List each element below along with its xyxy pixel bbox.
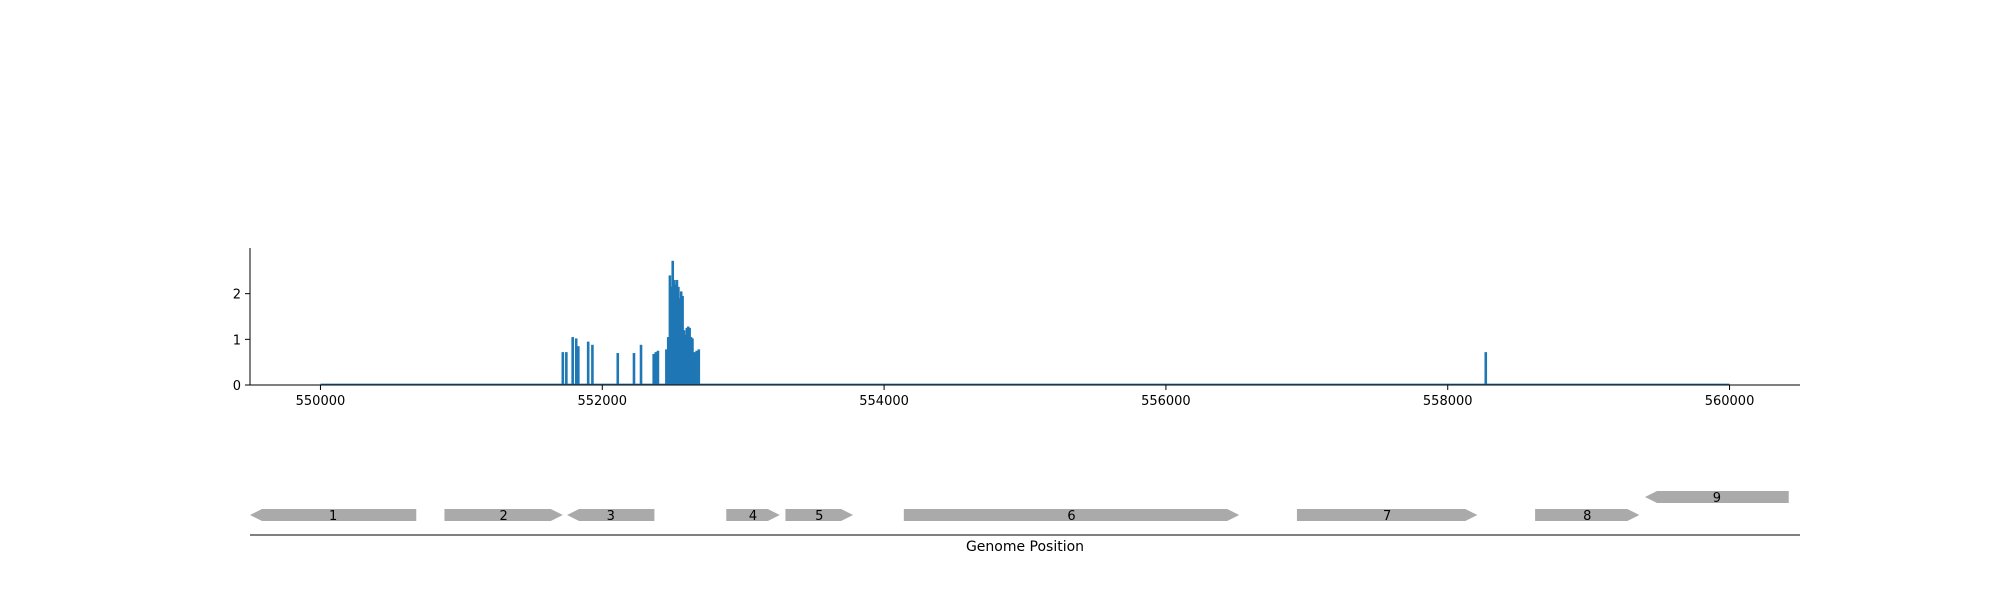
- gene-arrow: [1535, 509, 1640, 521]
- gene-label: 6: [1067, 509, 1075, 524]
- gene-label: 3: [607, 509, 615, 524]
- coverage-bar: [574, 338, 578, 385]
- x-axis-ticks: 550000 552000 554000 556000 558000 560000: [296, 385, 1755, 409]
- coverage-bar: [678, 298, 682, 385]
- y-tick-label: 0: [233, 379, 241, 394]
- x-tick-label: 556000: [1141, 394, 1191, 409]
- gene-arrow: [1296, 509, 1478, 521]
- gene-label: 7: [1383, 509, 1391, 524]
- x-tick-label: 550000: [296, 394, 346, 409]
- coverage-bar: [586, 341, 590, 385]
- coverage-bar: [616, 353, 620, 385]
- coverage-bar: [682, 330, 686, 385]
- y-axis-ticks: 0 1 2: [233, 288, 250, 394]
- coverage-bar: [668, 275, 672, 385]
- gene-label: 5: [815, 509, 823, 524]
- x-tick-label: 558000: [1423, 394, 1473, 409]
- y-tick-label: 2: [233, 288, 241, 303]
- gene-4: 4: [726, 509, 780, 524]
- coverage-bar: [697, 349, 701, 385]
- coverage-bar: [679, 291, 683, 385]
- gene-arrow: [1645, 491, 1789, 503]
- coverage-bar: [689, 337, 693, 385]
- gene-label: 8: [1583, 509, 1591, 524]
- coverage-bar: [695, 350, 698, 385]
- gene-arrow: [444, 509, 563, 521]
- gene-1: 1: [250, 509, 417, 524]
- gene-8: 8: [1535, 509, 1640, 524]
- coverage-bar: [652, 353, 655, 385]
- gene-label: 9: [1713, 491, 1721, 506]
- gene-3: 3: [567, 509, 655, 524]
- gene-arrow: [567, 509, 655, 521]
- gene-6: 6: [903, 509, 1240, 524]
- gene-label: 1: [329, 509, 337, 524]
- coverage-bars: [561, 260, 1488, 385]
- coverage-bar: [684, 334, 687, 385]
- coverage-bar: [688, 327, 691, 385]
- gene-label: 4: [749, 509, 757, 524]
- coverage-bar: [1484, 352, 1488, 385]
- gene-7: 7: [1296, 509, 1478, 524]
- coverage-bar: [666, 337, 670, 385]
- coverage-bar: [654, 352, 658, 385]
- coverage-bar: [561, 352, 565, 385]
- coverage-bar: [665, 349, 668, 385]
- coverage-bar: [686, 326, 690, 385]
- gene-arrows: 1 2 3 4 5 6 7 8 9: [250, 491, 1789, 524]
- coverage-bar: [639, 344, 643, 385]
- coverage-bar: [674, 284, 677, 385]
- coverage-bar: [681, 295, 684, 385]
- y-tick-label: 1: [233, 333, 241, 348]
- gene-arrow: [785, 509, 854, 521]
- gene-label: 2: [499, 509, 507, 524]
- coverage-bar: [632, 353, 636, 385]
- gene-arrow: [250, 509, 417, 521]
- x-tick-label: 560000: [1705, 394, 1755, 409]
- gene-9: 9: [1645, 491, 1789, 506]
- coverage-bar: [677, 286, 680, 385]
- coverage-bar: [670, 286, 673, 385]
- coverage-bar: [577, 346, 580, 385]
- coverage-bar: [656, 350, 660, 385]
- x-axis-title: Genome Position: [966, 539, 1084, 555]
- coverage-bar: [685, 327, 689, 385]
- gene-2: 2: [444, 509, 563, 524]
- coverage-bar: [672, 279, 676, 385]
- x-tick-label: 552000: [577, 394, 627, 409]
- coverage-bar: [571, 337, 574, 385]
- coverage-bar: [671, 260, 675, 385]
- x-tick-label: 554000: [859, 394, 909, 409]
- coverage-bar: [565, 352, 568, 385]
- coverage-bar: [693, 352, 696, 385]
- gene-arrow: [726, 509, 780, 521]
- gene-arrow: [903, 509, 1240, 521]
- coverage-bar: [591, 344, 594, 385]
- coverage-bar: [675, 279, 679, 385]
- coverage-bar: [691, 338, 694, 385]
- gene-5: 5: [785, 509, 854, 524]
